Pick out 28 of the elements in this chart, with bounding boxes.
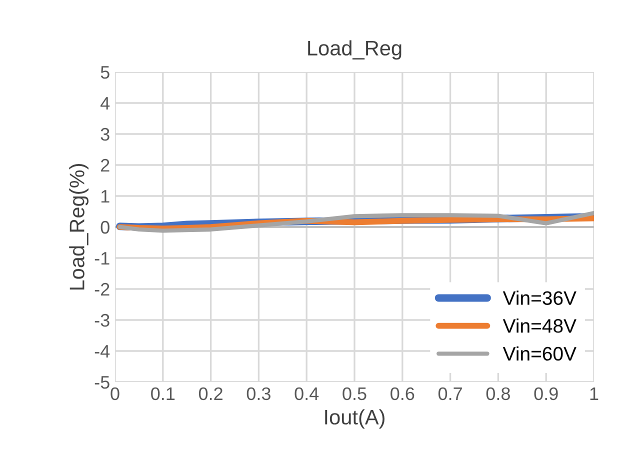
x-tick-label: 0.1 [151, 387, 175, 400]
x-tick-label: 0.6 [390, 387, 414, 400]
y-tick-label: 0 [100, 220, 110, 234]
x-tick-label: 0.9 [534, 387, 558, 400]
y-tick-label: -4 [94, 345, 110, 358]
x-tick-label: 0.4 [294, 387, 319, 400]
y-tick-label: 5 [100, 66, 110, 79]
y-tick-label: 2 [101, 158, 110, 172]
x-tick-label: 0.3 [246, 387, 270, 400]
x-tick-label: 0 [110, 387, 120, 400]
y-tick-label: -1 [94, 252, 110, 265]
x-tick-label: 0.7 [438, 387, 462, 400]
x-tick-label: 0.5 [342, 387, 366, 400]
legend-label: Vin=60V [502, 346, 576, 361]
x-tick-label: 0.8 [486, 387, 510, 400]
x-tick-label: 1 [590, 388, 598, 400]
y-tick-label: -2 [94, 282, 110, 296]
x-axis-title: Iout(A) [325, 409, 384, 429]
y-tick-label: -5 [94, 376, 110, 389]
y-tick-label: -3 [94, 314, 110, 327]
y-tick-label: 1 [101, 190, 110, 203]
x-tick-label: 0.2 [198, 387, 222, 400]
legend-label: Vin=48V [502, 318, 576, 333]
y-tick-label: 4 [100, 97, 110, 110]
y-tick-label: 3 [100, 128, 110, 141]
y-axis-title: Load_Reg(%) [69, 164, 89, 290]
legend-label: Vin=36V [502, 290, 576, 305]
chart-title: Load_Reg [308, 40, 402, 60]
